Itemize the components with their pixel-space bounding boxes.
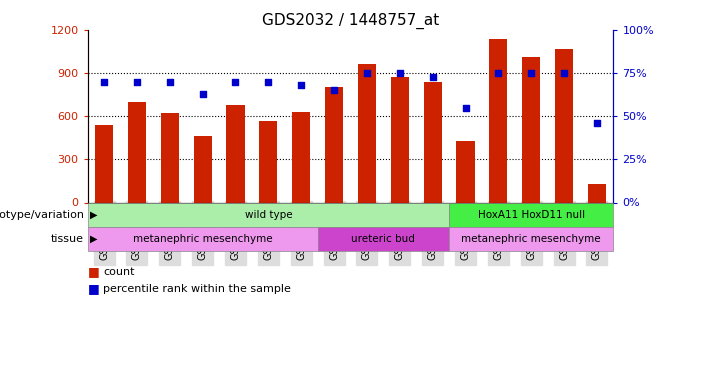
Text: wild type: wild type bbox=[245, 210, 292, 220]
Text: genotype/variation: genotype/variation bbox=[0, 210, 84, 220]
Point bbox=[131, 79, 142, 85]
Bar bbox=[489, 39, 508, 203]
Text: count: count bbox=[103, 267, 135, 277]
Bar bbox=[292, 112, 311, 202]
Point bbox=[329, 87, 340, 93]
Point bbox=[361, 70, 372, 76]
Text: metanephric mesenchyme: metanephric mesenchyme bbox=[461, 234, 601, 244]
Point bbox=[230, 79, 241, 85]
Point bbox=[164, 79, 175, 85]
Bar bbox=[588, 184, 606, 203]
Point bbox=[263, 79, 274, 85]
Bar bbox=[128, 102, 146, 202]
Bar bbox=[95, 125, 113, 202]
Bar bbox=[390, 78, 409, 203]
Bar bbox=[259, 121, 278, 202]
Text: ureteric bud: ureteric bud bbox=[351, 234, 415, 244]
Point bbox=[427, 74, 438, 80]
Point bbox=[559, 70, 570, 76]
Title: GDS2032 / 1448757_at: GDS2032 / 1448757_at bbox=[262, 12, 439, 28]
Text: ▶: ▶ bbox=[90, 210, 97, 220]
Point bbox=[98, 79, 109, 85]
Bar bbox=[193, 136, 212, 202]
Text: percentile rank within the sample: percentile rank within the sample bbox=[103, 284, 291, 294]
Text: ▶: ▶ bbox=[90, 234, 97, 244]
Point bbox=[394, 70, 405, 76]
Point bbox=[592, 120, 603, 126]
Bar bbox=[161, 113, 179, 202]
Text: ■: ■ bbox=[88, 266, 100, 278]
Point bbox=[197, 91, 208, 97]
Bar bbox=[555, 49, 573, 202]
Bar bbox=[226, 105, 245, 202]
Point bbox=[493, 70, 504, 76]
Text: HoxA11 HoxD11 null: HoxA11 HoxD11 null bbox=[477, 210, 585, 220]
Point bbox=[460, 105, 471, 111]
Bar bbox=[358, 64, 376, 203]
Text: tissue: tissue bbox=[51, 234, 84, 244]
Point bbox=[296, 82, 307, 88]
Text: metanephric mesenchyme: metanephric mesenchyme bbox=[132, 234, 273, 244]
Point bbox=[526, 70, 537, 76]
Text: ■: ■ bbox=[88, 282, 100, 295]
Bar bbox=[456, 141, 475, 202]
Bar bbox=[325, 87, 343, 202]
Bar bbox=[423, 82, 442, 203]
Bar bbox=[522, 57, 540, 202]
